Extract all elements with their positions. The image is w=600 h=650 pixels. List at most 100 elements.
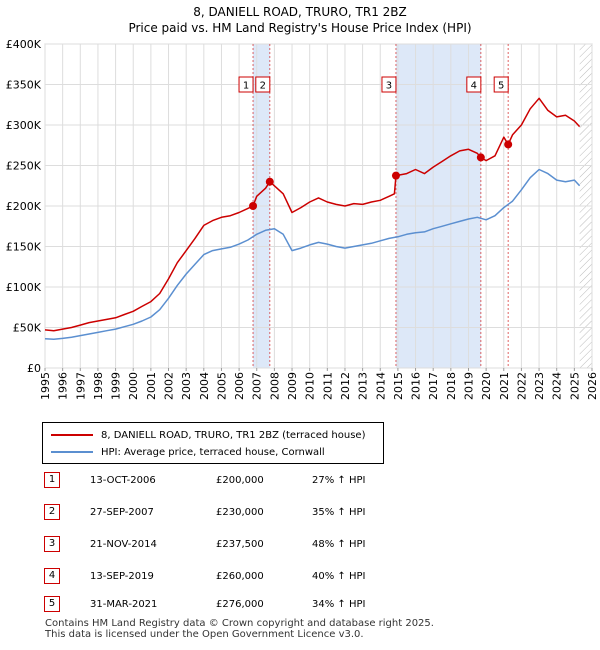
x-tick-label: 2022 <box>515 372 528 400</box>
sale-number-badge: 1 <box>44 472 60 488</box>
series-line-hpi <box>44 168 581 340</box>
y-tick-label: £250K <box>6 160 42 173</box>
table-row: 2 27-SEP-2007 £230,000 35% ↑ HPI <box>0 504 600 524</box>
x-tick-label: 2007 <box>251 372 264 400</box>
x-tick-label: 2026 <box>586 372 599 400</box>
sale-marker-box <box>238 76 254 93</box>
x-tick-label: 1998 <box>92 372 105 400</box>
legend-label-property: 8, DANIELL ROAD, TRURO, TR1 2BZ (terrace… <box>101 429 366 441</box>
sale-marker-label: 2 <box>260 81 266 92</box>
y-tick-label: £0 <box>27 362 41 375</box>
sale-number-badge: 4 <box>44 568 60 584</box>
sale-hpi-change: 48% ↑ HPI <box>312 539 366 550</box>
x-tick-label: 2021 <box>498 372 511 400</box>
sale-date: 21-NOV-2014 <box>90 539 157 550</box>
legend-swatch-hpi <box>51 451 93 453</box>
legend-item-hpi: HPI: Average price, terraced house, Corn… <box>51 445 325 459</box>
sale-marker: 4 <box>466 76 482 93</box>
sale-marker: 5 <box>493 76 509 93</box>
sale-hpi-change: 34% ↑ HPI <box>312 599 366 610</box>
sale-marker-label: 5 <box>498 81 504 92</box>
sale-number-badge: 3 <box>44 536 60 552</box>
chart-title: 8, DANIELL ROAD, TRURO, TR1 2BZ <box>193 5 407 19</box>
x-tick-label: 2006 <box>233 372 246 400</box>
x-tick-label: 2012 <box>339 372 352 400</box>
sale-price: £230,000 <box>216 507 264 518</box>
x-tick-label: 2000 <box>127 372 140 400</box>
series-lines <box>44 97 581 340</box>
sale-hpi-change: 35% ↑ HPI <box>312 507 366 518</box>
x-axis-ticks: 1995 1996 1997 1998 1999 2000 2001 2002 2003 2004… <box>39 368 599 400</box>
y-tick-label: £350K <box>6 79 42 92</box>
series-line-property <box>44 97 581 332</box>
x-tick-label: 1996 <box>57 372 70 400</box>
sale-number-badge: 5 <box>44 596 60 612</box>
sale-date: 27-SEP-2007 <box>90 507 154 518</box>
x-tick-label: 2018 <box>445 372 458 400</box>
x-tick-label: 2020 <box>480 372 493 400</box>
y-tick-label: £200K <box>6 200 42 213</box>
sale-price: £200,000 <box>216 475 264 486</box>
sale-marker-box <box>381 76 397 93</box>
x-tick-label: 2014 <box>374 372 387 400</box>
x-tick-label: 2009 <box>286 372 299 400</box>
table-row: 4 13-SEP-2019 £260,000 40% ↑ HPI <box>0 568 600 588</box>
x-tick-label: 2010 <box>304 372 317 400</box>
x-tick-label: 2005 <box>215 372 228 400</box>
sale-number-badge: 2 <box>44 504 60 520</box>
sale-point <box>249 202 258 210</box>
chart-subtitle: Price paid vs. HM Land Registry's House … <box>128 21 471 35</box>
footer-attribution: Contains HM Land Registry data © Crown c… <box>45 618 434 640</box>
sale-price: £260,000 <box>216 571 264 582</box>
sale-point <box>265 177 274 186</box>
table-row: 1 13-OCT-2006 £200,000 27% ↑ HPI <box>0 472 600 492</box>
table-row: 3 21-NOV-2014 £237,500 48% ↑ HPI <box>0 536 600 556</box>
sale-marker: 1 <box>238 76 254 93</box>
sale-date: 31-MAR-2021 <box>90 599 158 610</box>
legend-swatch-property <box>51 434 93 436</box>
sale-hpi-change: 40% ↑ HPI <box>312 571 366 582</box>
footer-line-licence: This data is licensed under the Open Gov… <box>45 629 364 640</box>
x-tick-label: 2011 <box>321 372 334 400</box>
x-tick-label: 1997 <box>74 372 87 400</box>
sale-marker: 2 <box>255 76 271 93</box>
sale-points <box>249 140 513 210</box>
sale-marker-label: 4 <box>471 81 477 92</box>
table-row: 5 31-MAR-2021 £276,000 34% ↑ HPI <box>0 596 600 616</box>
x-tick-label: 1999 <box>110 372 123 400</box>
y-tick-label: £400K <box>6 38 42 51</box>
legend-label-hpi: HPI: Average price, terraced house, Corn… <box>101 446 325 458</box>
y-tick-label: £50K <box>13 322 42 335</box>
sale-marker-label: 1 <box>243 81 249 92</box>
y-tick-label: £100K <box>6 281 42 294</box>
sale-date: 13-SEP-2019 <box>90 571 154 582</box>
sale-point <box>504 140 513 149</box>
y-tick-label: £300K <box>6 119 42 132</box>
sale-date: 13-OCT-2006 <box>90 475 156 486</box>
x-tick-label: 2015 <box>392 372 405 400</box>
grid-lines <box>44 43 593 369</box>
x-tick-label: 2019 <box>462 372 475 400</box>
y-tick-label: £150K <box>6 241 42 254</box>
sale-point <box>476 153 485 162</box>
legend-item-property: 8, DANIELL ROAD, TRURO, TR1 2BZ (terrace… <box>51 428 365 442</box>
x-tick-label: 2001 <box>145 372 158 400</box>
x-tick-label: 2024 <box>551 372 564 400</box>
sale-price: £237,500 <box>216 539 264 550</box>
footer-line-copyright: Contains HM Land Registry data © Crown c… <box>45 618 434 629</box>
x-tick-label: 2016 <box>410 372 423 400</box>
sale-hpi-change: 27% ↑ HPI <box>312 475 366 486</box>
sale-price: £276,000 <box>216 599 264 610</box>
x-tick-label: 2003 <box>180 372 193 400</box>
x-tick-label: 2025 <box>568 372 581 400</box>
sale-marker: 3 <box>381 76 397 93</box>
x-tick-label: 2013 <box>357 372 370 400</box>
sale-marker-box <box>493 76 509 93</box>
y-axis-ticks: £0 £50K £100K £150K £200K £250K £300K £350K £400… <box>6 38 42 375</box>
legend: 8, DANIELL ROAD, TRURO, TR1 2BZ (terrace… <box>42 422 384 464</box>
x-tick-label: 1995 <box>39 372 52 400</box>
sale-marker-label: 3 <box>386 81 392 92</box>
x-tick-label: 2002 <box>163 372 176 400</box>
sale-point <box>391 171 400 180</box>
